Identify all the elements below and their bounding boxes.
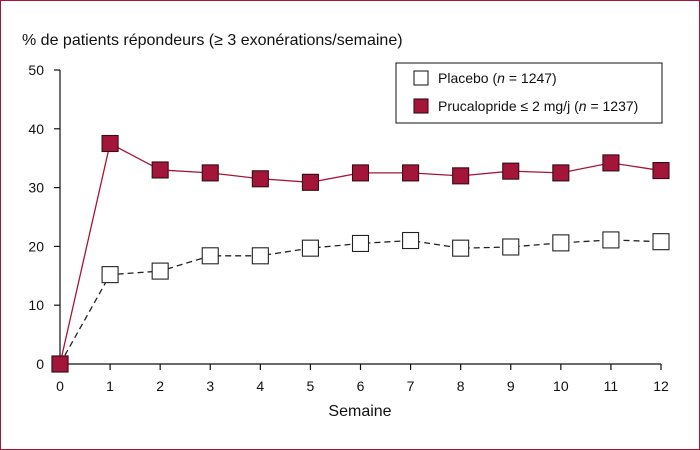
- data-point-prucalopride: [452, 167, 470, 185]
- series-line-placebo: [59, 239, 662, 365]
- y-tick-label: 0: [36, 356, 44, 372]
- x-tick-label: 11: [604, 378, 619, 394]
- data-point-placebo: [452, 239, 470, 257]
- data-point-prucalopride: [251, 170, 269, 188]
- legend-item-placebo: Placebo (n = 1247): [413, 70, 557, 86]
- data-point-prucalopride: [502, 162, 520, 180]
- x-tick-label: 0: [56, 378, 64, 394]
- data-point-prucalopride: [201, 164, 219, 182]
- legend: Placebo (n = 1247) Prucalopride ≤ 2 mg/j…: [395, 62, 663, 124]
- legend-marker-placebo: [413, 70, 429, 86]
- y-tick-label: 20: [28, 238, 44, 254]
- x-tick-label: 10: [553, 378, 569, 394]
- series-placebo: [51, 231, 670, 373]
- x-tick-label: 4: [256, 378, 264, 394]
- data-point-placebo: [351, 234, 370, 253]
- legend-item-prucalopride: Prucalopride ≤ 2 mg/j (n = 1237): [413, 98, 638, 114]
- data-point-prucalopride: [402, 164, 420, 182]
- data-point-prucalopride: [151, 161, 169, 179]
- data-point-prucalopride: [101, 134, 119, 153]
- x-tick-label: 5: [307, 378, 315, 394]
- data-point-placebo: [402, 231, 420, 250]
- data-point-prucalopride: [552, 164, 570, 182]
- data-point-placebo: [251, 247, 269, 265]
- series-prucalopride: [51, 134, 670, 373]
- legend-box: [395, 62, 663, 124]
- y-tick-label: 40: [28, 121, 44, 137]
- chart-title: % de patients répondeurs (≥ 3 exonératio…: [22, 32, 403, 49]
- data-point-placebo: [502, 238, 520, 256]
- data-point-prucalopride: [51, 355, 69, 373]
- x-tick-label: 7: [407, 378, 415, 394]
- data-point-placebo: [552, 234, 570, 252]
- data-point-placebo: [652, 233, 670, 251]
- data-point-prucalopride: [301, 173, 319, 191]
- data-point-placebo: [101, 266, 119, 284]
- x-tick-label: 1: [106, 378, 114, 394]
- x-axis-title: Semaine: [328, 403, 391, 420]
- x-tick-label: 2: [156, 378, 164, 394]
- data-point-prucalopride: [602, 154, 620, 172]
- x-tick-label: 9: [507, 378, 515, 394]
- legend-marker-prucalopride: [413, 98, 429, 114]
- data-point-placebo: [201, 247, 219, 265]
- legend-label-placebo: Placebo (n = 1247): [438, 70, 557, 86]
- y-tick-label: 10: [28, 297, 44, 313]
- data-point-placebo: [602, 231, 620, 249]
- y-tick-label: 50: [28, 62, 44, 78]
- data-point-placebo: [151, 262, 169, 280]
- x-tick-label: 3: [206, 378, 214, 394]
- legend-label-prucalopride: Prucalopride ≤ 2 mg/j (n = 1237): [438, 98, 638, 114]
- x-tick-label: 8: [457, 378, 465, 394]
- x-tick-label: 6: [357, 378, 365, 394]
- data-point-prucalopride: [652, 161, 670, 180]
- x-tick-label: 12: [653, 378, 669, 394]
- data-point-placebo: [301, 239, 319, 257]
- y-tick-label: 30: [28, 180, 44, 196]
- series-layer: [51, 134, 670, 373]
- data-point-prucalopride: [351, 164, 370, 182]
